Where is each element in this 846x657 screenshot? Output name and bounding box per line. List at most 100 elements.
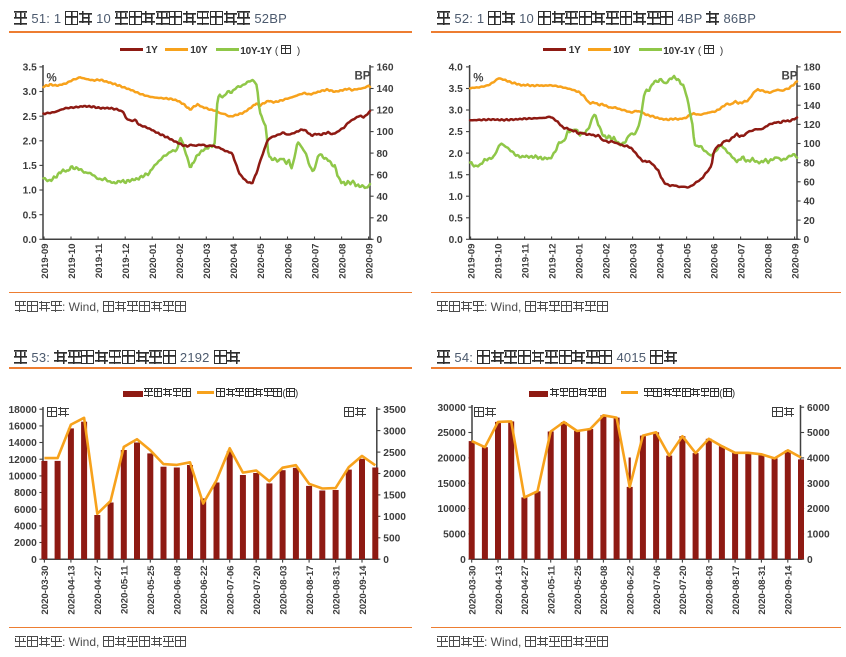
svg-text:2020-07: 2020-07 [310,244,321,279]
svg-text:2020-04-13: 2020-04-13 [494,566,505,615]
svg-text:2020-04-13: 2020-04-13 [67,566,78,615]
svg-text:2020-06: 2020-06 [283,244,294,279]
svg-text:1000: 1000 [807,530,830,541]
svg-text:60: 60 [377,170,389,181]
svg-text:2020-07: 2020-07 [736,244,747,279]
svg-text:2019-10: 2019-10 [67,244,78,279]
svg-text:20: 20 [804,216,816,227]
svg-text:3500: 3500 [383,405,406,416]
svg-text:14000: 14000 [8,438,37,449]
svg-text:5000: 5000 [807,428,830,439]
svg-text:3.5: 3.5 [449,84,463,95]
svg-text:18000: 18000 [8,405,37,416]
svg-text:BP: BP [355,71,371,83]
svg-text:1.5: 1.5 [449,170,463,181]
svg-text:2020-05-11: 2020-05-11 [120,565,131,614]
svg-text:15000: 15000 [437,479,466,490]
svg-text:2000: 2000 [14,538,37,549]
svg-text:10000: 10000 [8,472,37,483]
svg-text:2020-09-14: 2020-09-14 [358,565,369,615]
svg-text:BP: BP [782,71,798,83]
svg-text:2020-05-11: 2020-05-11 [547,565,558,614]
svg-text:2020-01: 2020-01 [148,243,159,279]
svg-text:0.0: 0.0 [449,235,463,246]
svg-text:2020-03: 2020-03 [202,244,213,279]
svg-text:4.0: 4.0 [449,63,463,74]
svg-text:0: 0 [460,555,466,566]
svg-text:%: % [47,73,57,85]
svg-text:3.0: 3.0 [23,87,37,98]
svg-text:1.5: 1.5 [23,161,37,172]
svg-text:2020-05: 2020-05 [682,243,693,279]
svg-text:80: 80 [377,149,389,160]
svg-text:2020-04: 2020-04 [229,243,240,279]
svg-text:2020-04-27: 2020-04-27 [93,566,104,615]
svg-text:2020-06-08: 2020-06-08 [173,565,184,615]
svg-text:2020-06: 2020-06 [709,244,720,279]
svg-text:0: 0 [807,555,813,566]
svg-text:2020-02: 2020-02 [175,244,186,279]
svg-text:2020-08-31: 2020-08-31 [331,565,342,615]
svg-text:2.5: 2.5 [449,127,463,138]
svg-text:500: 500 [383,534,400,545]
svg-text:0: 0 [31,555,37,566]
svg-text:2020-05: 2020-05 [256,243,267,279]
svg-text:2.0: 2.0 [449,149,463,160]
svg-text:0: 0 [383,555,389,566]
svg-text:2020-06-08: 2020-06-08 [599,565,610,615]
svg-text:2020-06-22: 2020-06-22 [626,566,637,615]
svg-text:2020-09: 2020-09 [364,244,375,279]
svg-text:120: 120 [377,106,394,117]
svg-text:10000: 10000 [437,504,466,515]
svg-text:2.0: 2.0 [23,137,37,148]
svg-text:0.0: 0.0 [23,235,37,246]
svg-text:2500: 2500 [383,448,406,459]
svg-text:2020-08-31: 2020-08-31 [757,565,768,615]
svg-text:100: 100 [804,139,821,150]
svg-text:3000: 3000 [807,479,830,490]
svg-text:100: 100 [377,127,394,138]
svg-text:2020-08-03: 2020-08-03 [278,566,289,615]
svg-text:2020-07-06: 2020-07-06 [226,566,237,615]
svg-text:40: 40 [377,192,389,203]
svg-text:2019-12: 2019-12 [121,244,132,279]
svg-text:140: 140 [804,101,821,112]
svg-text:0.5: 0.5 [23,210,37,221]
svg-text:1.0: 1.0 [23,186,37,197]
svg-text:2020-07-20: 2020-07-20 [252,566,263,615]
svg-text:160: 160 [804,82,821,93]
svg-text:140: 140 [377,84,394,95]
svg-text:2020-09: 2020-09 [790,244,801,279]
svg-text:2020-05-25: 2020-05-25 [573,565,584,615]
svg-text:16000: 16000 [8,422,37,433]
svg-text:60: 60 [804,178,816,189]
svg-text:5000: 5000 [443,530,466,541]
svg-text:0.5: 0.5 [449,213,463,224]
svg-text:1500: 1500 [383,491,406,502]
svg-text:4000: 4000 [807,454,830,465]
svg-text:3.5: 3.5 [23,63,37,74]
svg-text:0: 0 [377,235,383,246]
svg-text:2020-08: 2020-08 [337,243,348,279]
svg-text:3.0: 3.0 [449,106,463,117]
svg-text:2020-02: 2020-02 [601,244,612,279]
svg-text:12000: 12000 [8,455,37,466]
svg-text:2020-08-17: 2020-08-17 [305,566,316,615]
svg-text:2019-09: 2019-09 [466,244,477,279]
svg-text:2.5: 2.5 [23,112,37,123]
svg-text:2020-08: 2020-08 [763,243,774,279]
svg-text:3000: 3000 [383,426,406,437]
svg-text:2000: 2000 [383,469,406,480]
svg-text:2020-03: 2020-03 [628,244,639,279]
svg-text:2020-05-25: 2020-05-25 [146,565,157,615]
svg-text:2020-08-03: 2020-08-03 [705,566,716,615]
svg-text:2020-07-20: 2020-07-20 [678,566,689,615]
svg-text:30000: 30000 [437,403,466,414]
svg-text:2019-11: 2019-11 [94,243,105,278]
svg-text:120: 120 [804,120,821,131]
svg-text:2020-03-30: 2020-03-30 [40,566,51,615]
svg-text:2019-11: 2019-11 [520,243,531,278]
svg-text:180: 180 [804,63,821,74]
svg-text:6000: 6000 [14,505,37,516]
svg-text:2000: 2000 [807,504,830,515]
